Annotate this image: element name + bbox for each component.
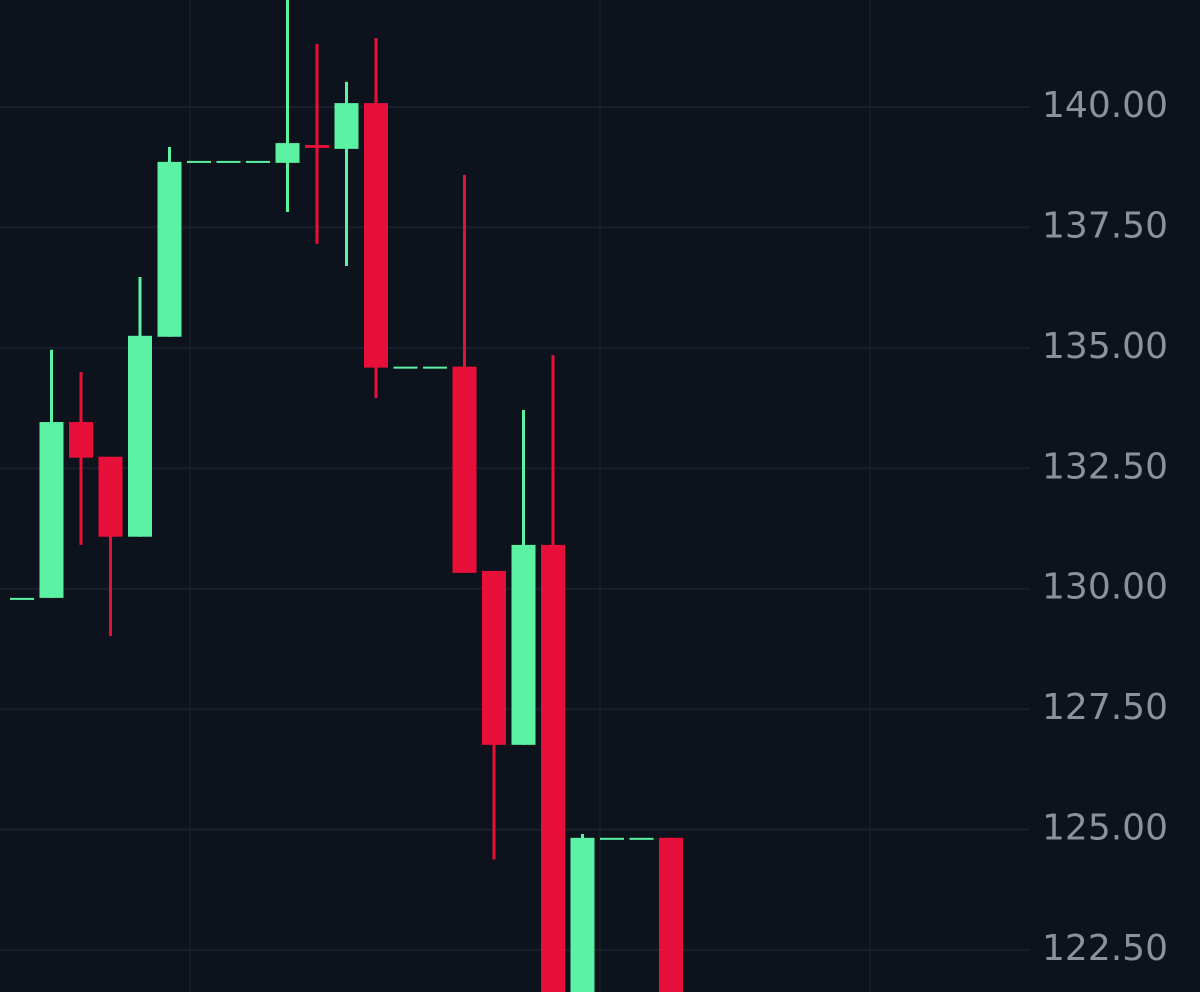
- y-tick-label: 127.50: [1042, 687, 1168, 728]
- candle-body: [128, 335, 152, 537]
- candle-body: [511, 544, 536, 745]
- candle-body: [393, 366, 418, 369]
- candle-body: [305, 145, 329, 148]
- candle-body: [364, 103, 388, 368]
- candle-body: [629, 837, 654, 840]
- y-tick-label: 122.50: [1042, 928, 1168, 969]
- candle-body: [69, 422, 93, 458]
- candle-body: [659, 837, 683, 992]
- candle-body: [98, 456, 123, 537]
- candle-body: [157, 161, 182, 337]
- y-tick-label: 140.00: [1042, 85, 1168, 126]
- candle-body: [275, 143, 300, 163]
- candle-body: [541, 544, 565, 992]
- y-tick-label: 137.50: [1042, 205, 1168, 246]
- y-tick-label: 142.50: [1042, 0, 1168, 6]
- candle-body: [570, 837, 595, 992]
- y-tick-label: 135.00: [1042, 326, 1168, 367]
- candle-body: [246, 160, 270, 163]
- candle-body: [452, 366, 477, 573]
- vertical-grid: [189, 0, 871, 992]
- candle-body: [482, 570, 506, 745]
- candle-body: [423, 366, 447, 369]
- y-tick-label: 132.50: [1042, 446, 1168, 487]
- y-tick-label: 125.00: [1042, 808, 1168, 849]
- candle-body: [600, 837, 624, 840]
- candle-body: [187, 160, 211, 163]
- candle-body: [39, 422, 64, 598]
- candle-body: [216, 160, 241, 163]
- candle-body: [10, 597, 34, 600]
- candle-body: [334, 103, 359, 149]
- y-tick-label: 130.00: [1042, 567, 1168, 608]
